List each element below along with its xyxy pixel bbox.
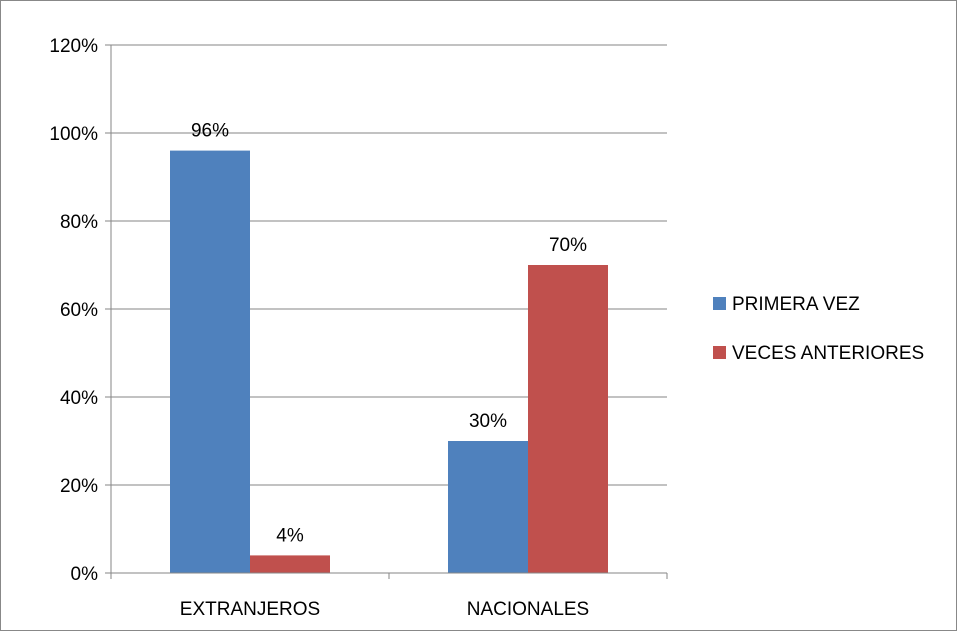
y-tick-label: 80%	[60, 212, 98, 233]
y-tick-label: 0%	[71, 564, 99, 585]
legend-label: VECES ANTERIORES	[732, 343, 924, 364]
legend-swatch	[713, 297, 726, 310]
bar-0-0	[170, 150, 250, 573]
legend: PRIMERA VEZ VECES ANTERIORES	[713, 294, 924, 364]
y-tick-label: 100%	[49, 124, 98, 145]
bar-0-1	[448, 441, 528, 573]
data-label: 30%	[469, 411, 507, 432]
legend-label: PRIMERA VEZ	[732, 294, 860, 315]
legend-swatch	[713, 346, 726, 359]
y-tick-label: 120%	[49, 36, 98, 57]
labels: 0% 20% 40% 60% 80% 100% 120% 96% 4% EXTRANJEROS 30…	[49, 36, 589, 620]
data-label: 96%	[191, 121, 229, 142]
bar-1-0	[250, 555, 330, 573]
y-tick-label: 20%	[60, 476, 98, 497]
bars	[170, 150, 608, 573]
axes	[105, 44, 668, 579]
x-category-label: EXTRANJEROS	[180, 599, 320, 620]
bar-1-1	[528, 265, 608, 573]
data-label: 70%	[549, 235, 587, 256]
y-tick-label: 60%	[60, 300, 98, 321]
data-label: 4%	[276, 525, 304, 546]
x-category-label: NACIONALES	[467, 599, 589, 620]
y-tick-label: 40%	[60, 388, 98, 409]
